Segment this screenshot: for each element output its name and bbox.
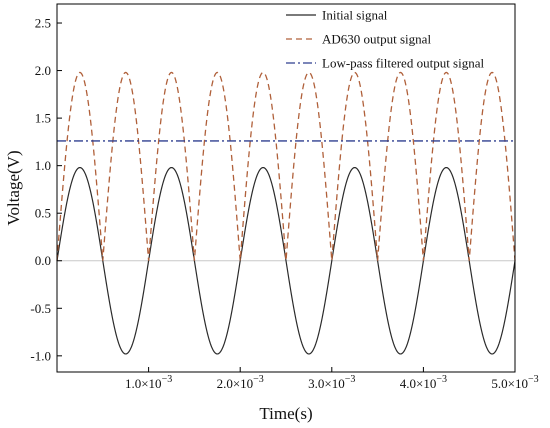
x-tick-label: 1.0×10−3 xyxy=(125,374,172,391)
y-tick-label: 2.0 xyxy=(35,63,51,78)
y-tick-label: 1.0 xyxy=(35,158,51,173)
y-tick-label: 0.0 xyxy=(35,253,51,268)
ticks-layer: -1.0 -0.5 0.0 0.5 1.0 1.5 2.0 2.5 1.0×10−3 2.0×10… xyxy=(30,16,538,391)
legend-label-1: AD630 output signal xyxy=(322,32,431,47)
y-axis-title: Voltage(V) xyxy=(4,150,23,225)
y-tick-label: 2.5 xyxy=(35,16,51,31)
y-tick-label: -1.0 xyxy=(30,348,51,363)
x-tick-label: 4.0×10−3 xyxy=(400,374,447,391)
legend-label-2: Low-pass filtered output signal xyxy=(322,56,484,71)
plot-area xyxy=(56,71,516,355)
y-tick-label: 1.5 xyxy=(35,111,51,126)
legend: Initial signal AD630 output signal Low-pas… xyxy=(286,8,484,71)
x-tick-label: 3.0×10−3 xyxy=(308,374,355,391)
y-tick-label: -0.5 xyxy=(30,301,51,316)
plot-frame xyxy=(56,3,516,373)
x-tick-label: 5.0×10−3 xyxy=(491,374,538,391)
legend-label-0: Initial signal xyxy=(322,8,388,23)
x-axis-title: Time(s) xyxy=(259,404,312,423)
series-layer xyxy=(56,71,516,355)
series-line-0 xyxy=(56,166,516,355)
y-tick-label: 0.5 xyxy=(35,206,51,221)
x-tick-label: 2.0×10−3 xyxy=(217,374,264,391)
